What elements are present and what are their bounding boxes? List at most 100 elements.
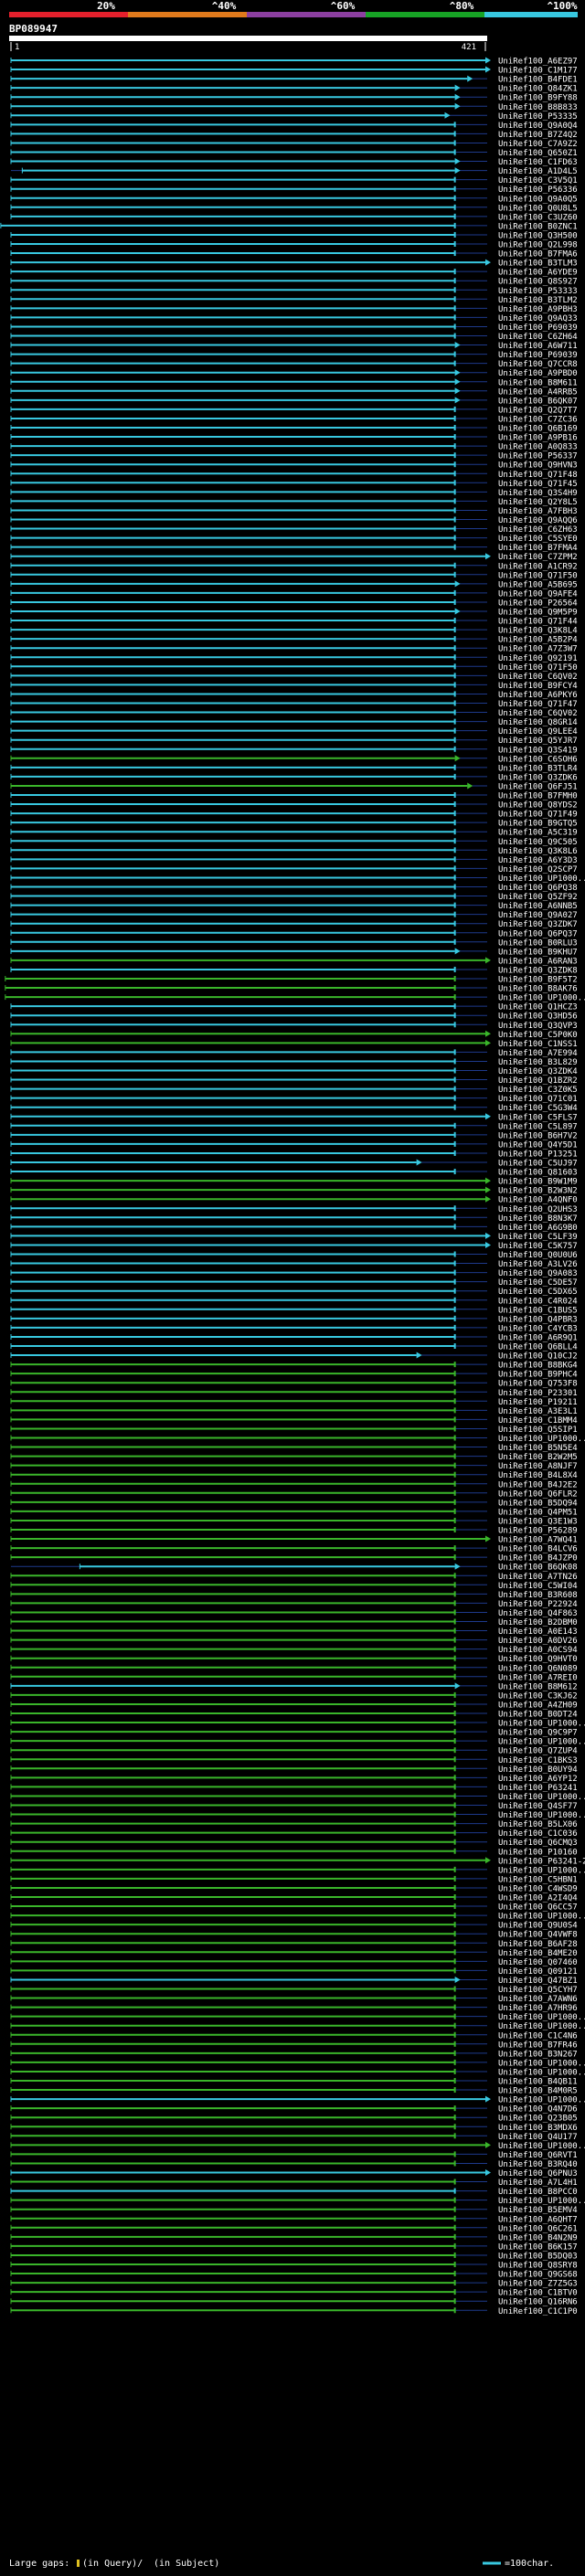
hit-row[interactable]: UniRef100_B8BKG4 <box>10 1362 578 1371</box>
hit-row[interactable]: UniRef100_Q81603 <box>10 1169 578 1178</box>
hit-row[interactable]: UniRef100_Q7ZUP4 <box>10 1747 578 1756</box>
hit-label[interactable]: UniRef100_A7Z3W7 <box>498 645 578 654</box>
hit-label[interactable]: UniRef100_C7ZPM2 <box>498 553 578 562</box>
hit-label[interactable]: UniRef100_Q4PM51 <box>498 1508 578 1517</box>
hit-row[interactable]: UniRef100_B9KHU7 <box>10 948 578 957</box>
hit-label[interactable]: UniRef100_C5LF39 <box>498 1233 578 1242</box>
hit-label[interactable]: UniRef100_C1BKS3 <box>498 1756 578 1765</box>
hit-row[interactable]: UniRef100_B4L8X4 <box>10 1471 578 1480</box>
hit-label[interactable]: UniRef100_UP1000.. <box>498 1793 585 1802</box>
hit-row[interactable]: UniRef100_UP1000.. <box>10 2141 585 2151</box>
hit-label[interactable]: UniRef100_Q84ZK1 <box>498 85 578 94</box>
hit-label[interactable]: UniRef100_A6RAN3 <box>498 957 578 966</box>
hit-label[interactable]: UniRef100_A7FBH3 <box>498 507 578 516</box>
hit-row[interactable]: UniRef100_C5HBN1 <box>10 1875 578 1884</box>
hit-label[interactable]: UniRef100_Q3K8L4 <box>498 627 578 636</box>
hit-label[interactable]: UniRef100_Q5YJR7 <box>498 737 578 746</box>
hit-row[interactable]: UniRef100_A3LV26 <box>10 1260 578 1269</box>
hit-row[interactable]: UniRef100_B9GTQ5 <box>10 820 578 829</box>
hit-row[interactable]: UniRef100_Q71F45 <box>10 480 578 489</box>
hit-label[interactable]: UniRef100_B3L829 <box>498 1058 578 1067</box>
hit-row[interactable]: UniRef100_Q9A027 <box>10 911 578 920</box>
hit-row[interactable]: UniRef100_Q3H500 <box>10 231 578 240</box>
hit-label[interactable]: UniRef100_A3E3L1 <box>498 1407 578 1416</box>
hit-row[interactable]: UniRef100_Q3K8L4 <box>10 627 578 636</box>
hit-row[interactable]: UniRef100_B9PHC4 <box>10 1371 578 1380</box>
hit-label[interactable]: UniRef100_C6QV02 <box>498 673 578 682</box>
hit-label[interactable]: UniRef100_Q47BZ1 <box>498 1977 578 1986</box>
hit-row[interactable]: UniRef100_C1C4N6 <box>10 2031 578 2041</box>
hit-label[interactable]: UniRef100_C5SYE0 <box>498 535 578 544</box>
hit-row[interactable]: UniRef100_A7FBH3 <box>10 507 578 516</box>
hit-row[interactable]: UniRef100_Q5YJR7 <box>10 737 578 746</box>
hit-row[interactable]: UniRef100_Q0U8L5 <box>10 204 578 213</box>
hit-row[interactable]: UniRef100_A7HR96 <box>10 2004 578 2013</box>
hit-row[interactable]: UniRef100_P53335 <box>10 111 578 122</box>
hit-row[interactable]: UniRef100_C5K757 <box>10 1241 578 1251</box>
hit-row[interactable]: UniRef100_C6ZH64 <box>10 333 578 342</box>
hit-row[interactable]: UniRef100_A7TN26 <box>10 1573 578 1582</box>
hit-label[interactable]: UniRef100_A9PB16 <box>498 434 578 443</box>
hit-row[interactable]: UniRef100_A6RAN3 <box>10 957 578 966</box>
hit-label[interactable]: UniRef100_B2DBM0 <box>498 1618 578 1627</box>
hit-label[interactable]: UniRef100_C7ZC36 <box>498 415 578 424</box>
hit-label[interactable]: UniRef100_C4WSD9 <box>498 1884 578 1893</box>
hit-row[interactable]: UniRef100_Q6FJ51 <box>10 782 578 791</box>
hit-label[interactable]: UniRef100_C5G3W4 <box>498 1104 578 1113</box>
hit-row[interactable]: UniRef100_UP1000.. <box>10 2068 585 2077</box>
hit-row[interactable]: UniRef100_A6PKY6 <box>10 691 578 700</box>
hit-row[interactable]: UniRef100_C1FD63 <box>10 158 578 167</box>
hit-label[interactable]: UniRef100_Q3ZDK4 <box>498 1067 578 1076</box>
hit-label[interactable]: UniRef100_B5N5E4 <box>498 1444 578 1453</box>
hit-row[interactable]: UniRef100_Q4Y5D1 <box>10 1140 578 1150</box>
hit-label[interactable]: UniRef100_Q9AQQ6 <box>498 516 578 525</box>
hit-row[interactable]: UniRef100_C5G3W4 <box>10 1104 578 1113</box>
hit-label[interactable]: UniRef100_Q5ZF92 <box>498 893 578 902</box>
hit-row[interactable]: UniRef100_B6AF28 <box>10 1940 578 1949</box>
hit-label[interactable]: UniRef100_B9KHU7 <box>498 948 578 957</box>
hit-row[interactable]: UniRef100_B5DQ94 <box>10 1499 578 1508</box>
hit-row[interactable]: UniRef100_B6QK07 <box>10 397 578 406</box>
hit-label[interactable]: UniRef100_A6YDE9 <box>498 269 578 278</box>
hit-label[interactable]: UniRef100_Q8GR14 <box>498 718 578 727</box>
hit-row[interactable]: UniRef100_B3MDX6 <box>10 2124 578 2133</box>
hit-row[interactable]: UniRef100_A9PB16 <box>10 434 578 443</box>
hit-row[interactable]: UniRef100_UP1000.. <box>10 2013 585 2022</box>
hit-label[interactable]: UniRef100_Q9HVN3 <box>498 461 578 471</box>
hit-row[interactable]: UniRef100_B8PCC0 <box>10 2188 578 2197</box>
hit-row[interactable]: UniRef100_P53333 <box>10 287 578 296</box>
hit-label[interactable]: UniRef100_UP1000.. <box>498 1738 585 1747</box>
hit-row[interactable]: UniRef100_P13251 <box>10 1150 578 1159</box>
hit-row[interactable]: UniRef100_Q9M5P9 <box>10 608 578 618</box>
hit-row[interactable]: UniRef100_Q4N7D6 <box>10 2105 578 2115</box>
hit-row[interactable]: UniRef100_Q47BZ1 <box>10 1976 578 1986</box>
hit-row[interactable]: UniRef100_B0DT24 <box>10 1711 578 1720</box>
hit-label[interactable]: UniRef100_UP1000.. <box>498 2068 585 2077</box>
hit-row[interactable]: UniRef100_B3L829 <box>10 1058 578 1067</box>
hit-label[interactable]: UniRef100_Q9AFE4 <box>498 589 578 599</box>
hit-row[interactable]: UniRef100_Q23B05 <box>10 2115 578 2124</box>
hit-row[interactable]: UniRef100_Q9C9P7 <box>10 1729 578 1738</box>
hit-row[interactable]: UniRef100_C5FLS7 <box>10 1113 578 1122</box>
hit-label[interactable]: UniRef100_C5P0K0 <box>498 1031 578 1040</box>
hit-row[interactable]: UniRef100_Q9HVT0 <box>10 1655 578 1664</box>
hit-label[interactable]: UniRef100_C3UZ60 <box>498 213 578 222</box>
hit-row[interactable]: UniRef100_Q9AFE4 <box>10 589 578 599</box>
hit-row[interactable]: UniRef100_B8N3K7 <box>10 1214 578 1224</box>
hit-label[interactable]: UniRef100_A7TN26 <box>498 1573 578 1582</box>
hit-label[interactable]: UniRef100_Q753F8 <box>498 1380 578 1389</box>
hit-label[interactable]: UniRef100_A6NNB5 <box>498 902 578 911</box>
hit-label[interactable]: UniRef100_A7E994 <box>498 1049 578 1058</box>
hit-label[interactable]: UniRef100_Q6C261 <box>498 2224 578 2233</box>
hit-label[interactable]: UniRef100_Q9GS68 <box>498 2271 578 2280</box>
hit-row[interactable]: UniRef100_Q4PM51 <box>10 1508 578 1517</box>
hit-row[interactable]: UniRef100_Q6C261 <box>10 2224 578 2233</box>
hit-label[interactable]: UniRef100_Q71F47 <box>498 700 578 709</box>
hit-label[interactable]: UniRef100_UP1000.. <box>498 1435 585 1444</box>
hit-row[interactable]: UniRef100_Q84ZK1 <box>10 84 578 94</box>
hit-label[interactable]: UniRef100_Q5SIP1 <box>498 1426 578 1435</box>
hit-row[interactable]: UniRef100_B4JZP0 <box>10 1554 578 1564</box>
hit-label[interactable]: UniRef100_UP1000.. <box>498 2096 585 2105</box>
hit-row[interactable]: UniRef100_B8M612 <box>10 1682 578 1691</box>
hit-row[interactable]: UniRef100_B7FMH0 <box>10 792 578 801</box>
